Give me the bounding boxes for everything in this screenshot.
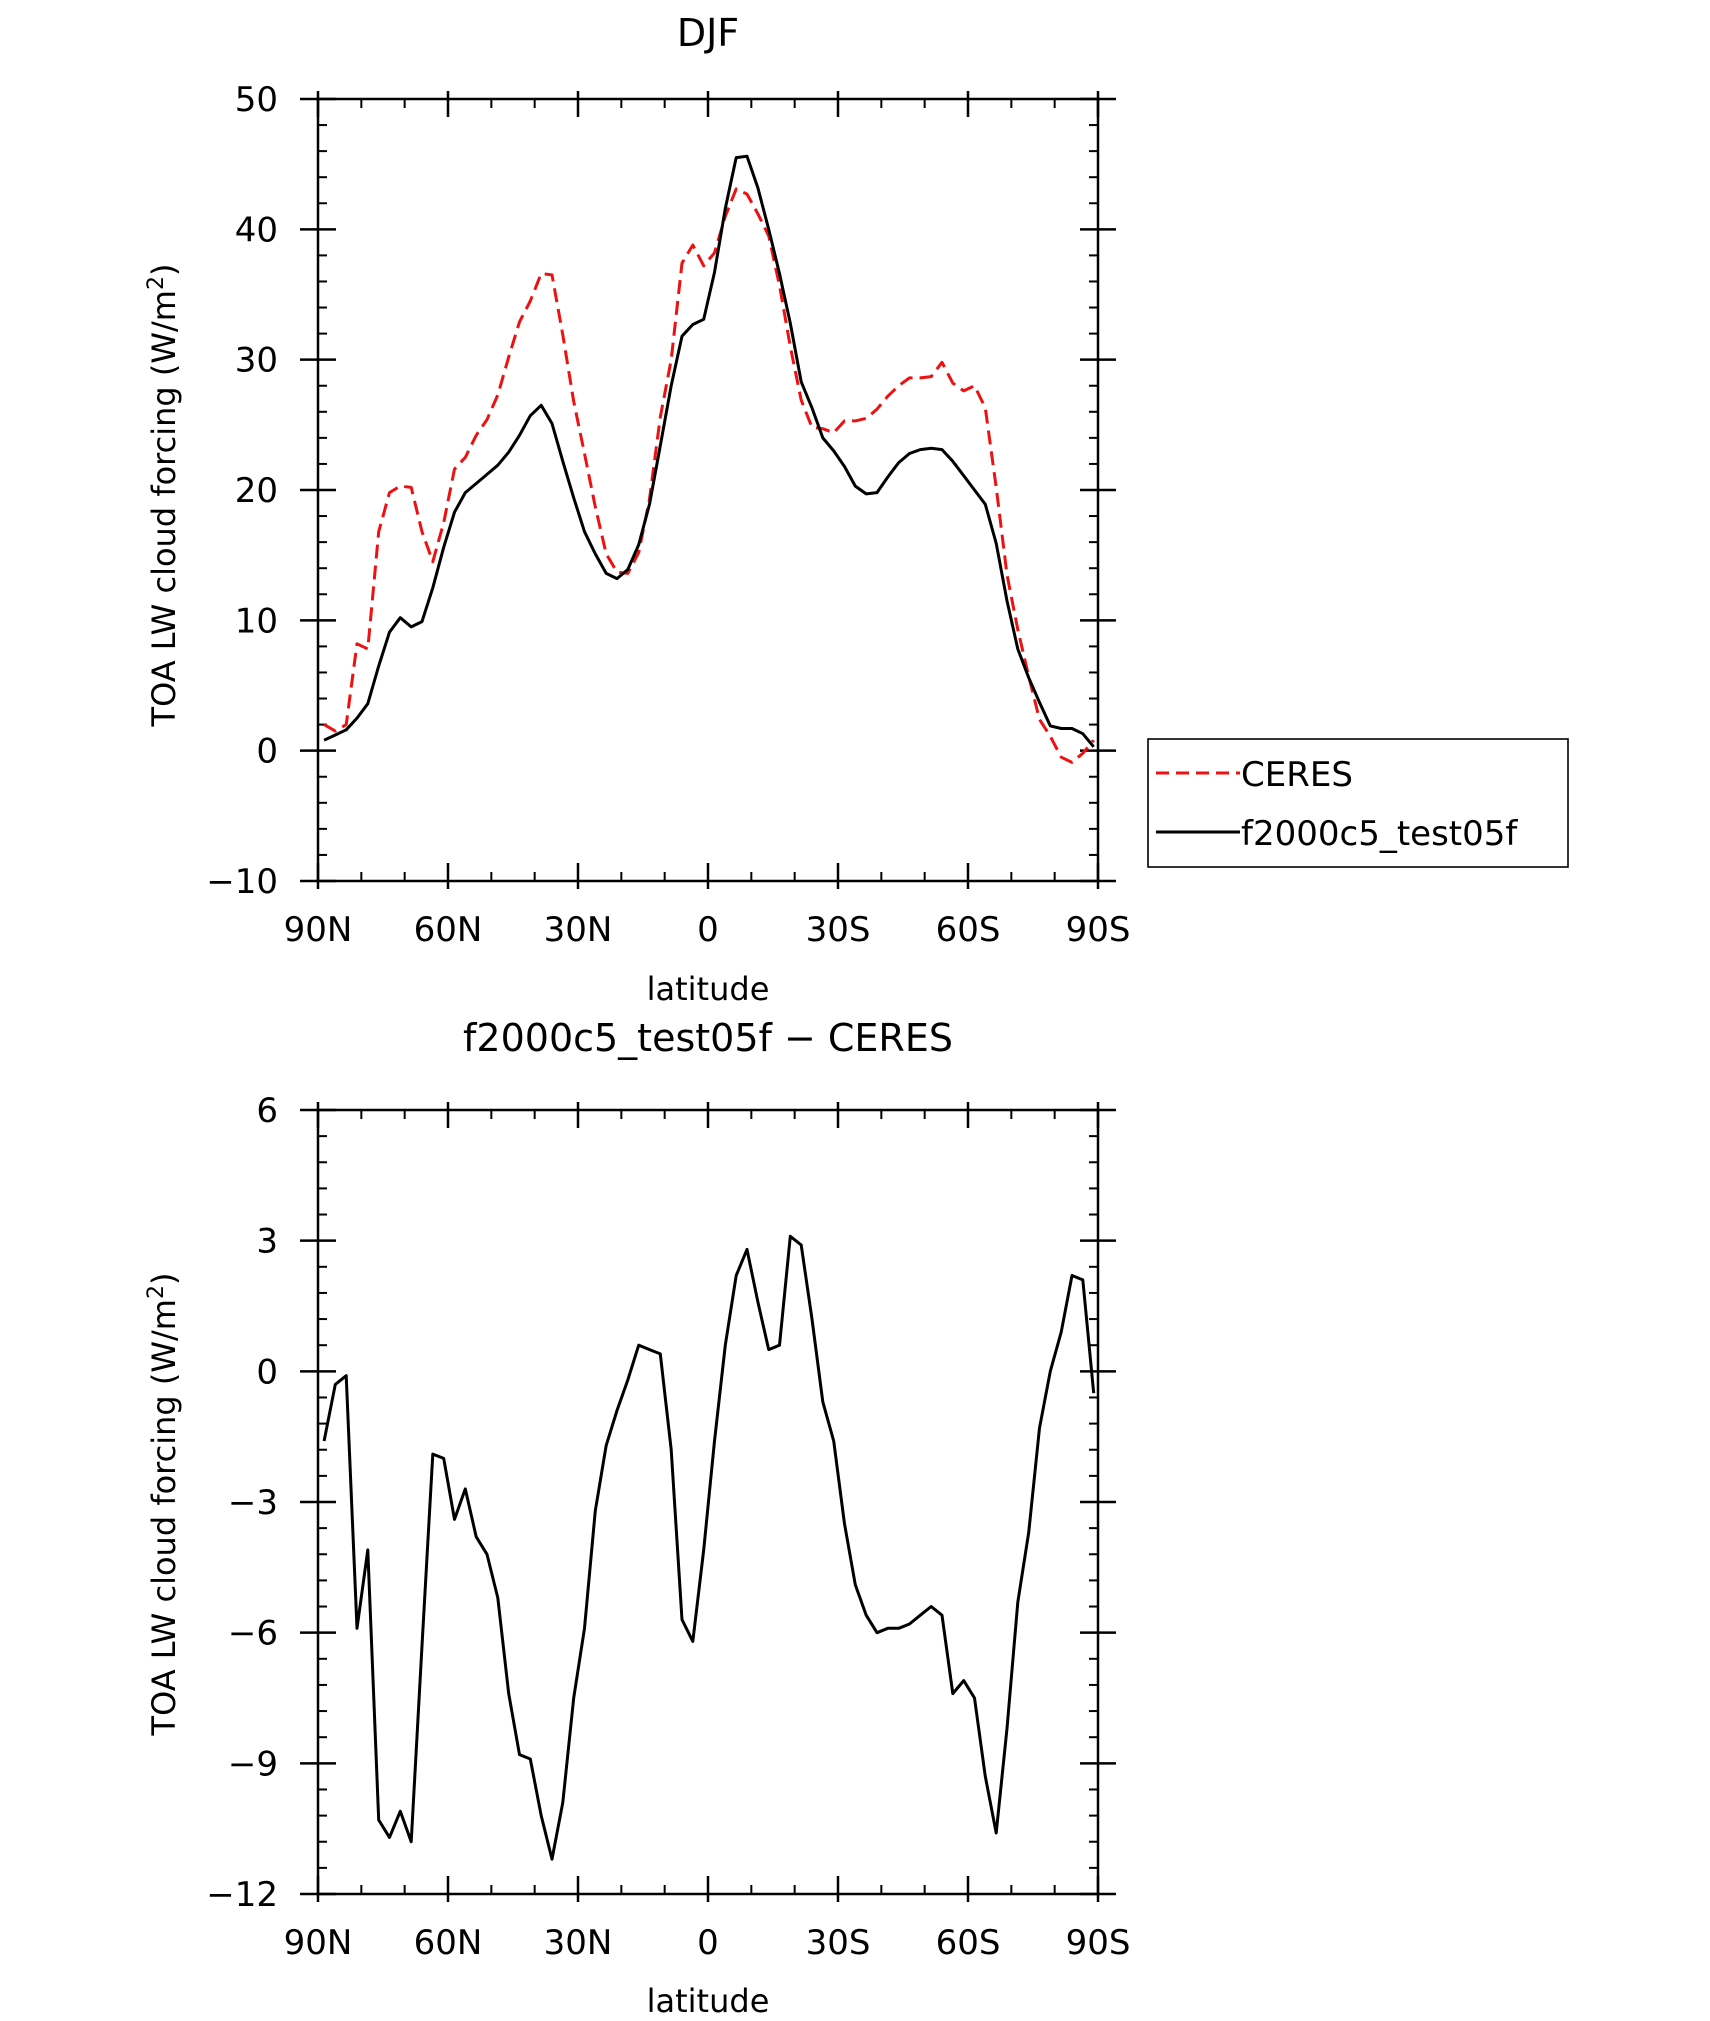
x-tick-label: 60S bbox=[936, 910, 1001, 950]
y-axis-label: TOA LW cloud forcing (W/m2) bbox=[144, 1273, 183, 1737]
plot-frame bbox=[316, 97, 1100, 883]
x-tick-label: 60N bbox=[414, 910, 483, 950]
x-tick-label: 0 bbox=[697, 1923, 719, 1963]
panel-title: DJF bbox=[677, 11, 739, 55]
x-tick-label: 90S bbox=[1066, 910, 1131, 950]
y-tick-label: 10 bbox=[235, 601, 278, 641]
djf-panel: DJF latitude TOA LW cloud forcing (W/m2)… bbox=[144, 11, 1569, 1008]
y-tick-label: 3 bbox=[256, 1222, 278, 1262]
difference-panel: f2000c5_test05f − CERES latitude TOA LW … bbox=[144, 1016, 1130, 2020]
axis-ticks: 90N 60N 30N 0 30S 60S 90S −10 0 10 20 30 40 50 bbox=[206, 80, 1130, 950]
y-tick-label: −12 bbox=[206, 1875, 278, 1915]
y-tick-label: 30 bbox=[235, 341, 278, 381]
y-tick-label: 0 bbox=[256, 1352, 278, 1392]
x-tick-label: 30N bbox=[544, 1923, 613, 1963]
legend-label-model: f2000c5_test05f bbox=[1241, 814, 1518, 854]
data-series bbox=[323, 154, 1095, 764]
y-tick-label: −6 bbox=[228, 1614, 278, 1654]
series-line-ceres bbox=[323, 187, 1095, 764]
x-axis-label: latitude bbox=[647, 970, 770, 1008]
x-tick-label: 90N bbox=[284, 910, 353, 950]
x-tick-label: 30S bbox=[806, 1923, 871, 1963]
series-line-f2000c5-test05f bbox=[323, 154, 1095, 748]
y-tick-label: 20 bbox=[235, 471, 278, 511]
x-tick-label: 0 bbox=[697, 910, 719, 950]
x-tick-label: 60N bbox=[414, 1923, 483, 1963]
y-tick-label: −9 bbox=[228, 1744, 278, 1784]
y-axis-label-main: TOA LW cloud forcing (W/m bbox=[145, 1299, 183, 1736]
axis-ticks: 90N 60N 30N 0 30S 60S 90S −12 −9 −6 −3 0 3 6 bbox=[206, 1091, 1130, 1963]
x-tick-label: 30N bbox=[544, 910, 613, 950]
legend-label-ceres: CERES bbox=[1241, 755, 1353, 795]
y-tick-label: 40 bbox=[235, 210, 278, 250]
legend-box bbox=[1147, 738, 1569, 868]
y-tick-label: 50 bbox=[235, 80, 278, 120]
legend: CERES f2000c5_test05f bbox=[1147, 738, 1569, 868]
y-tick-label: −10 bbox=[206, 862, 278, 902]
data-series bbox=[322, 1234, 1096, 1861]
x-axis-label: latitude bbox=[647, 1982, 770, 2020]
y-axis-label-end: ) bbox=[145, 264, 183, 276]
y-axis-label-main: TOA LW cloud forcing (W/m bbox=[145, 290, 183, 727]
y-axis-label-superscript: 2 bbox=[144, 1285, 169, 1299]
x-tick-label: 30S bbox=[806, 910, 871, 950]
y-tick-label: 0 bbox=[256, 732, 278, 772]
plot-frame bbox=[316, 1108, 1100, 1896]
y-axis-label-superscript: 2 bbox=[144, 276, 169, 290]
y-tick-label: 6 bbox=[256, 1091, 278, 1131]
panel-title: f2000c5_test05f − CERES bbox=[463, 1016, 953, 1060]
x-tick-label: 60S bbox=[936, 1923, 1001, 1963]
x-tick-label: 90N bbox=[284, 1923, 353, 1963]
y-axis-label: TOA LW cloud forcing (W/m2) bbox=[144, 264, 183, 728]
y-axis-label-end: ) bbox=[145, 1273, 183, 1285]
y-tick-label: −3 bbox=[228, 1483, 278, 1523]
x-tick-label: 90S bbox=[1066, 1923, 1131, 1963]
series-line-difference bbox=[322, 1234, 1096, 1861]
